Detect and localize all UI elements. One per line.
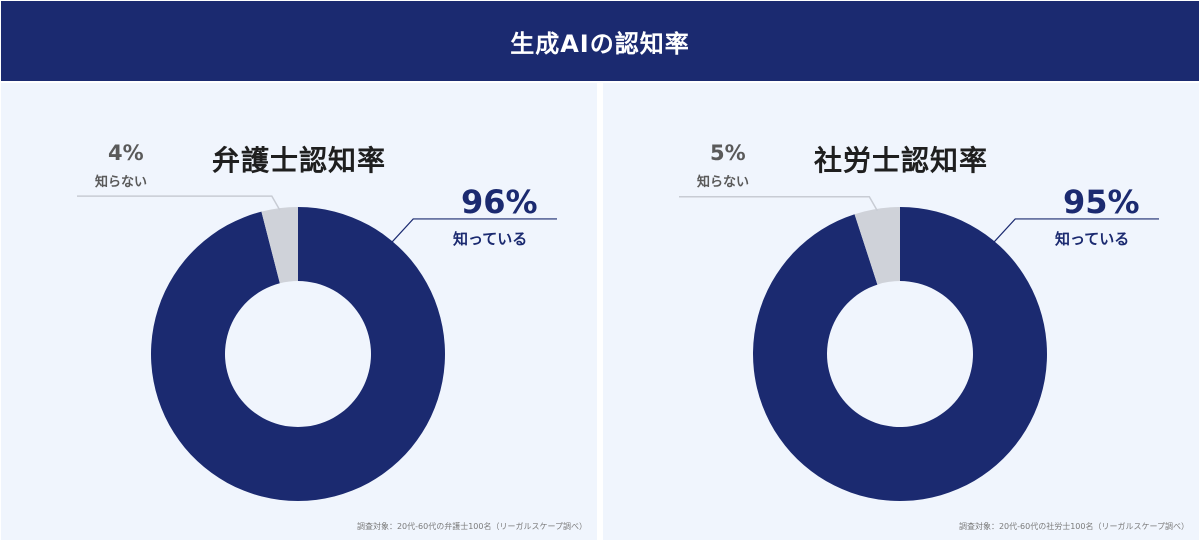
header-bar: 生成AIの認知率 xyxy=(1,1,1199,81)
major-slice-percent: 96% xyxy=(461,183,538,221)
chart-panel-lawyer: 弁護士認知率 4% 知らない 96% 知っている 調査対象：20代-60代の弁護… xyxy=(1,83,597,540)
leader-line-known xyxy=(390,218,557,244)
chart-panel-sharoushi: 社労士認知率 5% 知らない 95% 知っている 調査対象：20代-60代の社労… xyxy=(603,83,1199,540)
leader-line-unknown xyxy=(77,195,281,211)
minor-slice-label: 知らない xyxy=(95,175,148,190)
donut-slice-unknown xyxy=(261,207,298,284)
donut-slice-known xyxy=(150,207,445,501)
minor-slice-percent: 4% xyxy=(108,141,144,165)
source-note: 調査対象：20代-60代の弁護士100名（リーガルスケープ調べ） xyxy=(356,522,587,531)
source-note: 調査対象：20代-60代の社労士100名（リーガルスケープ調べ） xyxy=(958,522,1189,531)
minor-slice-percent: 5% xyxy=(710,141,746,165)
leader-line-unknown xyxy=(679,196,878,212)
major-slice-percent: 95% xyxy=(1063,183,1140,221)
donut-chart-lawyer xyxy=(77,195,557,501)
chart-title: 社労士認知率 xyxy=(813,144,988,177)
donut-chart-sharoushi xyxy=(679,196,1159,501)
donut-slice-unknown xyxy=(854,207,900,285)
donut-slice-known xyxy=(753,207,1047,501)
major-slice-label: 知っている xyxy=(1055,230,1130,248)
leader-line-known xyxy=(992,218,1159,244)
page-title: 生成AIの認知率 xyxy=(510,29,690,58)
minor-slice-label: 知らない xyxy=(697,175,750,190)
major-slice-label: 知っている xyxy=(453,230,528,248)
chart-title: 弁護士認知率 xyxy=(211,144,386,177)
